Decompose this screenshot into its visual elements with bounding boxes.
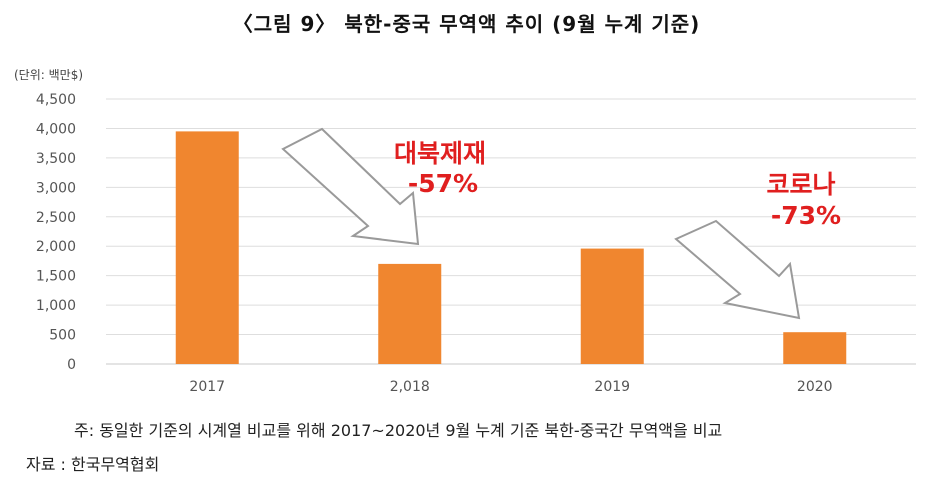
unit-label: (단위: 백만$) (14, 68, 84, 82)
y-tick-label: 1,500 (36, 269, 76, 285)
bar-2 (580, 248, 644, 364)
y-tick-label: 0 (67, 357, 76, 373)
source-note: 자료 : 한국무역협회 (26, 455, 160, 474)
bar-1 (378, 263, 442, 364)
y-tick-label: 4,000 (36, 121, 76, 137)
y-tick-label: 2,000 (36, 239, 76, 255)
x-tick-label: 2019 (594, 379, 630, 395)
x-tick-label: 2017 (189, 379, 225, 395)
annotation-covid-change: -73% (771, 201, 841, 230)
bar-chart: 0 500 1,000 1,500 2,000 2,500 3,000 3,500 4,000 4… (36, 92, 916, 395)
chart-title: 〈그림 9〉 북한-중국 무역액 추이 (9월 누계 기준) (232, 12, 701, 36)
annotation-sanctions-title: 대북제재 (394, 139, 486, 168)
bar-3 (783, 332, 847, 364)
y-tick-label: 2,500 (36, 210, 76, 226)
footnote: 주: 동일한 기준의 시계열 비교를 위해 2017~2020년 9월 누계 기… (74, 421, 723, 440)
down-arrow-covid (674, 219, 801, 320)
annotation-sanctions-change: -57% (408, 169, 478, 198)
x-tick-label: 2,018 (390, 379, 430, 395)
y-tick-label: 500 (49, 328, 76, 344)
y-tick-label: 4,500 (36, 92, 76, 108)
down-arrow-sanctions (281, 127, 420, 246)
y-tick-label: 1,000 (36, 298, 76, 314)
bar-0 (175, 131, 239, 364)
y-tick-label: 3,500 (36, 151, 76, 167)
x-tick-label: 2020 (797, 379, 833, 395)
annotation-covid-title: 코로나 (766, 170, 835, 199)
y-tick-label: 3,000 (36, 180, 76, 196)
